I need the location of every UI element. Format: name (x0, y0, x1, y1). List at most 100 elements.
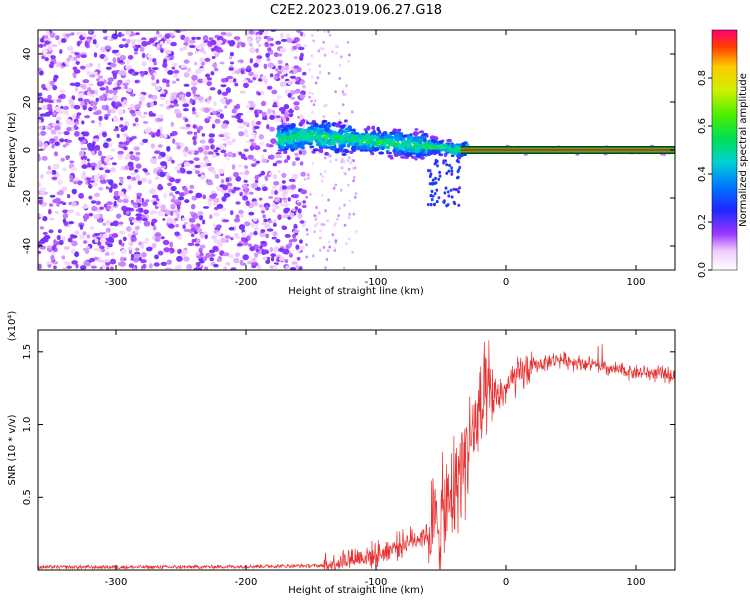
spectrogram-cell (148, 263, 153, 269)
spectrogram-cell (214, 118, 221, 124)
spectrogram-cell (205, 73, 211, 78)
spectrogram-cell (261, 158, 268, 163)
spectrogram-cell (262, 186, 268, 192)
spectrogram-cell (65, 33, 72, 37)
colorbar: 0.0 0.2 0.4 0.6 0.8 Normalized spectral ampl… (697, 29, 749, 278)
spectrogram-cell (266, 228, 274, 232)
spectrogram-cell (445, 171, 449, 175)
spectrogram-cell (48, 45, 52, 52)
spectrogram-cell (125, 135, 130, 142)
spectrogram-cell (65, 63, 70, 68)
spectrogram-cell (192, 124, 197, 129)
spectrogram-cell (124, 43, 129, 48)
spectrogram-cell (171, 159, 175, 164)
spectrogram-cell (42, 87, 47, 91)
spectrogram-cell (400, 155, 406, 159)
spectrogram-cell (204, 117, 210, 124)
spectrogram-cell (183, 221, 189, 225)
spectrogram-cell (208, 37, 214, 41)
spectrogram-cell (81, 120, 85, 125)
spectrogram-cell (212, 245, 219, 251)
spectrogram-cell (321, 47, 325, 51)
spectrogram-cell (167, 182, 172, 186)
spectrogram-cell (208, 166, 215, 172)
spectrogram-cell (77, 180, 82, 186)
spectrogram-cell (106, 267, 110, 270)
spectrogram-cell (262, 256, 268, 261)
spectrogram-cell (90, 265, 97, 269)
spectrogram-cell (322, 245, 326, 249)
spectrogram-cell (284, 265, 291, 269)
spectrogram-cell (239, 188, 243, 193)
spectrogram-cell (244, 128, 248, 134)
spectrogram-cell (260, 170, 266, 176)
spectrogram-cell (189, 98, 193, 104)
spectrogram-cell (225, 100, 231, 105)
spectrogram-cell (154, 236, 161, 243)
spectrogram-cell (266, 124, 270, 130)
spectrogram-cell (71, 114, 77, 119)
spectrogram-cell (154, 232, 162, 238)
spectrogram-cell (317, 148, 323, 153)
spectrogram-cell (454, 145, 459, 149)
spectrogram-cell (43, 234, 51, 240)
spectrogram-cell (226, 75, 234, 80)
spectrogram-cell (75, 211, 81, 217)
spectrogram-cell (155, 206, 159, 210)
spectrogram-cell (117, 109, 124, 115)
spectrogram-cell (38, 250, 42, 254)
spectrogram-cell (277, 53, 283, 57)
spectrogram-cell (71, 188, 78, 195)
spectrogram-cell (458, 165, 462, 170)
spectrogram-cell (116, 103, 123, 107)
spectrogram-cell (431, 194, 435, 198)
spectrogram-cell (334, 122, 341, 128)
spectrogram-cell (244, 221, 251, 227)
spectrogram-cell (341, 157, 344, 161)
spectrogram-cell (135, 44, 142, 49)
spectrogram-cell (258, 134, 264, 140)
spectrogram-cell (302, 204, 307, 209)
spectrogram-cell (227, 151, 233, 158)
spectrogram-cell (138, 207, 144, 213)
spectrogram-cell (46, 85, 52, 91)
spectrogram-cell (365, 133, 371, 137)
spectrogram-cell (340, 55, 343, 59)
spectrogram-cell (73, 124, 77, 130)
spectrogram-cell (129, 93, 136, 97)
spectrogram-cell (74, 251, 80, 258)
spectrogram-cell (173, 99, 178, 105)
spectrogram-cell (141, 40, 148, 47)
spectrogram-cell (107, 36, 112, 41)
spectrogram-cell (263, 218, 268, 223)
spectrogram-cell (174, 209, 179, 215)
spectrogram-cell (145, 172, 151, 176)
spectrogram-cell (43, 98, 49, 103)
spectrogram-cell (244, 165, 248, 170)
spectrogram-cell (268, 220, 273, 224)
spectrogram-cell (134, 253, 141, 259)
spectrogram-cell (223, 192, 231, 198)
spectrogram-cell (176, 78, 180, 82)
spectrogram-cell (283, 199, 288, 203)
spectrogram-cell (263, 249, 269, 255)
spectrogram-cell (280, 75, 285, 79)
spectrogram-cell (313, 99, 317, 103)
spectrogram-cell (400, 142, 405, 146)
spectrogram-cell (126, 59, 130, 65)
spectrogram-cell (277, 214, 282, 221)
spectrogram-cell (263, 202, 271, 209)
spectrogram-cell (49, 194, 56, 198)
spectrogram-cell (353, 166, 357, 170)
spectrogram-cell (299, 239, 303, 244)
spectrogram-cell (231, 138, 236, 143)
spectrogram-cell (112, 57, 117, 64)
spectrogram-cell (246, 30, 250, 35)
spectrogram-cell (94, 238, 99, 243)
spectrogram-cell (370, 152, 375, 156)
spectrogram-cell (255, 249, 260, 252)
spectrogram-cell (136, 195, 141, 200)
spectrogram-cell (249, 58, 253, 64)
spectrogram-cell (57, 229, 62, 234)
